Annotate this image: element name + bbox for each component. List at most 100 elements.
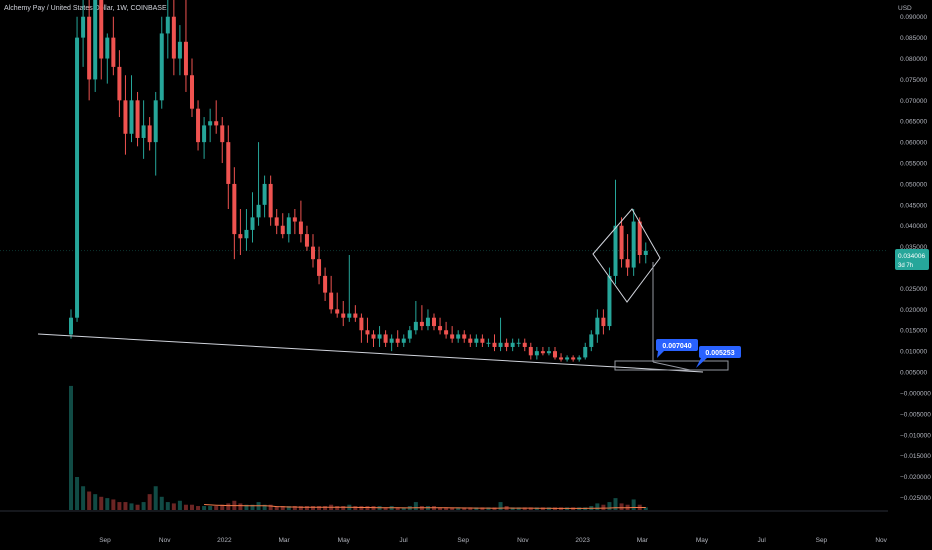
time-label-5: Jul: [399, 537, 408, 544]
price-axis-currency: USD: [898, 5, 912, 12]
candle-body-95: [643, 250, 648, 255]
price-tick-15: 0.015000: [900, 328, 927, 335]
diamond-pattern[interactable]: [592, 208, 661, 303]
volume-bar-5: [99, 496, 104, 510]
candle-body-8: [117, 66, 122, 101]
candle-body-45: [341, 313, 346, 318]
candle-body-18: [177, 41, 182, 59]
candle-body-67: [474, 338, 479, 343]
candle-body-1: [75, 37, 80, 318]
candle-body-64: [456, 334, 461, 339]
candle-body-27: [232, 183, 237, 235]
annotation-pointer-1: [657, 351, 664, 358]
annotation-box-2[interactable]: [699, 346, 741, 358]
candle-body-80: [553, 351, 557, 358]
candle-body-12: [141, 125, 146, 138]
price-tick-3: 0.075000: [900, 77, 927, 84]
candle-body-93: [631, 221, 636, 268]
candle-body-77: [534, 351, 539, 356]
candle-body-42: [323, 275, 328, 293]
volume-bar-95: [643, 507, 648, 510]
volume-bar-30: [250, 504, 255, 510]
candle-body-13: [147, 125, 152, 143]
price-tick-0: 0.090000: [900, 14, 927, 21]
bar-countdown: 3d 7h: [898, 263, 913, 269]
candle-body-57: [413, 321, 418, 331]
price-tick-14: 0.020000: [900, 307, 927, 314]
volume-bar-42: [323, 506, 328, 510]
candle-body-71: [498, 342, 503, 347]
volume-layer: [69, 385, 648, 510]
price-tick-23: −0.025000: [900, 495, 931, 502]
volume-bar-55: [401, 507, 406, 510]
candle-body-20: [190, 75, 194, 109]
candle-body-37: [292, 217, 297, 222]
volume-bar-25: [220, 504, 225, 510]
candle-body-62: [444, 330, 449, 335]
candle-body-66: [468, 338, 473, 343]
candle-body-86: [589, 334, 594, 347]
candle-body-54: [395, 338, 400, 343]
time-label-13: Nov: [875, 537, 887, 544]
time-label-7: Nov: [517, 537, 529, 544]
volume-bar-18: [177, 500, 182, 510]
volume-bar-76: [528, 507, 533, 510]
volume-bar-36: [286, 506, 291, 510]
candle-body-50: [371, 334, 376, 339]
candle-body-48: [359, 317, 364, 331]
annotation-box-1[interactable]: [656, 339, 698, 351]
volume-bar-20: [190, 504, 194, 510]
candle-body-85: [583, 346, 588, 358]
candle-body-69: [486, 342, 491, 344]
price-tick-4: 0.070000: [900, 98, 927, 105]
volume-bar-65: [462, 507, 467, 510]
candle-body-74: [516, 342, 521, 344]
volume-bar-16: [165, 502, 170, 510]
volume-bar-49: [365, 506, 370, 510]
volume-bar-35: [280, 506, 285, 510]
volume-bar-32: [262, 504, 267, 510]
volume-bar-21: [196, 506, 201, 510]
candle-body-56: [407, 330, 412, 339]
candle-body-14: [153, 100, 158, 143]
candle-body-75: [522, 342, 527, 347]
candle-body-76: [528, 346, 533, 356]
candle-body-36: [286, 217, 291, 235]
time-axis: Sep Nov 2022 Mar May Jul Sep Nov 2023 Mar May Jul Se…: [99, 537, 887, 544]
candle-body-94: [637, 221, 642, 255]
candle-body-73: [510, 342, 515, 347]
price-tick-13: 0.025000: [900, 286, 927, 293]
candle-body-35: [280, 225, 285, 235]
time-label-10: May: [696, 537, 709, 544]
candle-body-46: [347, 313, 352, 318]
volume-bar-93: [631, 499, 636, 510]
volume-bar-9: [123, 502, 128, 510]
candle-body-47: [353, 313, 358, 318]
volume-bar-61: [438, 507, 443, 510]
candle-body-33: [268, 183, 273, 218]
candle-layer: [69, 0, 648, 362]
volume-bar-26: [226, 503, 231, 510]
volume-bar-23: [208, 506, 213, 510]
volume-bar-34: [274, 506, 279, 510]
volume-bar-33: [268, 504, 273, 510]
grid-layer: [0, 250, 888, 512]
candle-body-7: [111, 37, 116, 67]
volume-bar-47: [353, 506, 358, 510]
candle-body-22: [202, 125, 207, 143]
candle-body-59: [425, 317, 430, 327]
candle-body-81: [559, 357, 564, 360]
price-tick-16: 0.010000: [900, 349, 927, 356]
candle-body-63: [450, 334, 455, 339]
candle-body-2: [81, 16, 86, 38]
volume-bar-19: [183, 504, 188, 510]
candle-body-51: [377, 334, 382, 339]
trendline[interactable]: [37, 333, 704, 373]
volume-bar-44: [335, 506, 340, 510]
candle-body-82: [565, 357, 570, 360]
candle-body-68: [480, 338, 485, 343]
price-tick-6: 0.060000: [900, 140, 927, 147]
target-zone[interactable]: [614, 360, 729, 371]
candle-body-26: [226, 142, 231, 184]
